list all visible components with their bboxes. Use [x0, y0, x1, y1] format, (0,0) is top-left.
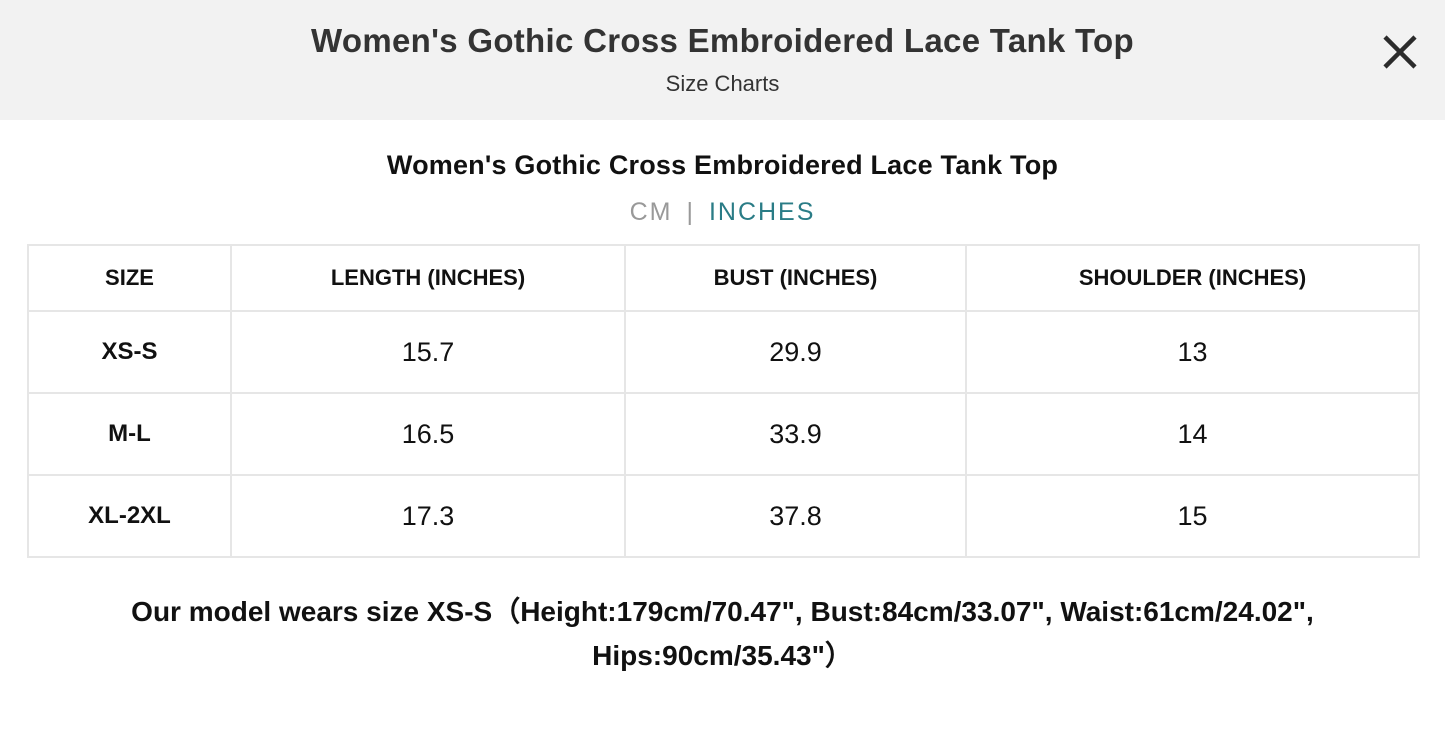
bust-cell: 37.8 — [624, 474, 967, 558]
unit-toggle: CM | INCHES — [0, 198, 1445, 227]
close-icon — [1383, 35, 1417, 69]
shoulder-cell: 14 — [965, 392, 1420, 476]
size-cell: XS-S — [27, 310, 232, 394]
size-cell: M-L — [27, 392, 232, 476]
column-header-length: LENGTH (INCHES) — [230, 244, 626, 312]
column-header-bust: BUST (INCHES) — [624, 244, 967, 312]
length-cell: 16.5 — [230, 392, 626, 476]
shoulder-cell: 15 — [965, 474, 1420, 558]
shoulder-cell: 13 — [965, 310, 1420, 394]
model-size-note: Our model wears size XS-S（Height:179cm/7… — [60, 590, 1385, 678]
column-header-size: SIZE — [27, 244, 232, 312]
size-chart-table: SIZE LENGTH (INCHES) BUST (INCHES) SHOUL… — [27, 244, 1420, 558]
unit-cm-tab[interactable]: CM — [629, 198, 673, 226]
bust-cell: 29.9 — [624, 310, 967, 394]
size-cell: XL-2XL — [27, 474, 232, 558]
model-size-note-line1: Our model wears size XS-S（Height:179cm/7… — [131, 596, 1314, 627]
table-header-row: SIZE LENGTH (INCHES) BUST (INCHES) SHOUL… — [27, 244, 1420, 312]
length-cell: 15.7 — [230, 310, 626, 394]
bust-cell: 33.9 — [624, 392, 967, 476]
product-title: Women's Gothic Cross Embroidered Lace Ta… — [386, 150, 1059, 180]
table-row: XS-S 15.7 29.9 13 — [27, 310, 1420, 394]
unit-inches-tab[interactable]: INCHES — [708, 198, 816, 226]
modal-title: Women's Gothic Cross Embroidered Lace Ta… — [311, 22, 1134, 59]
unit-separator: | — [686, 198, 695, 226]
length-cell: 17.3 — [230, 474, 626, 558]
table-row: M-L 16.5 33.9 14 — [27, 392, 1420, 476]
close-button[interactable] — [1376, 28, 1424, 76]
modal-subtitle: Size Charts — [665, 71, 780, 96]
model-size-note-line2: Hips:90cm/35.43"） — [592, 640, 853, 671]
column-header-shoulder: SHOULDER (INCHES) — [965, 244, 1420, 312]
modal-header: Women's Gothic Cross Embroidered Lace Ta… — [0, 0, 1445, 120]
table-row: XL-2XL 17.3 37.8 15 — [27, 474, 1420, 558]
